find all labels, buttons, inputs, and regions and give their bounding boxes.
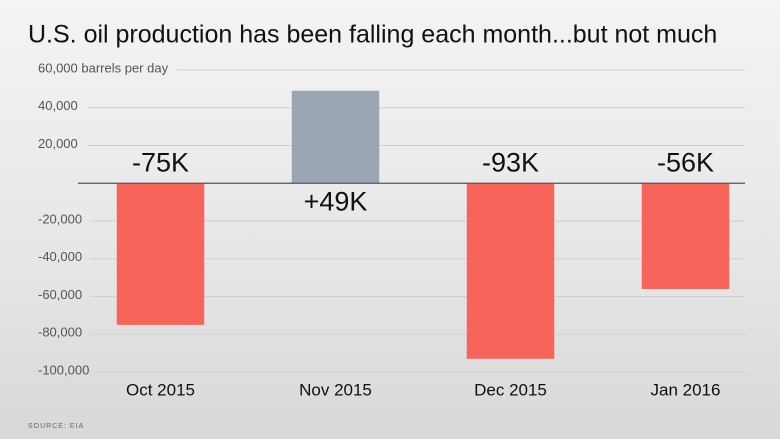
y-tick-label: -80,000 [38,325,82,340]
y-tick-label: -60,000 [38,287,82,302]
x-tick-label: Jan 2016 [651,380,721,399]
x-tick-label: Nov 2015 [299,380,372,399]
chart-title: U.S. oil production has been falling eac… [28,21,717,49]
bar [291,90,380,184]
x-tick-label: Dec 2015 [474,380,547,399]
bar [116,183,205,325]
y-tick-label: 60,000 barrels per day [38,60,169,75]
value-label: -93K [482,147,539,177]
y-tick-label: -40,000 [38,249,82,264]
value-label: -75K [132,147,189,177]
y-tick-label: -100,000 [38,362,89,377]
value-label: +49K [304,186,368,216]
value-label: -56K [657,147,714,177]
y-tick-label: 40,000 [38,98,78,113]
y-tick-label: -20,000 [38,211,82,226]
bar [641,183,730,289]
y-tick-label: 20,000 [38,136,78,151]
x-tick-label: Oct 2015 [126,380,195,399]
bar [466,183,555,359]
source: SOURCE: EIA [28,423,84,430]
